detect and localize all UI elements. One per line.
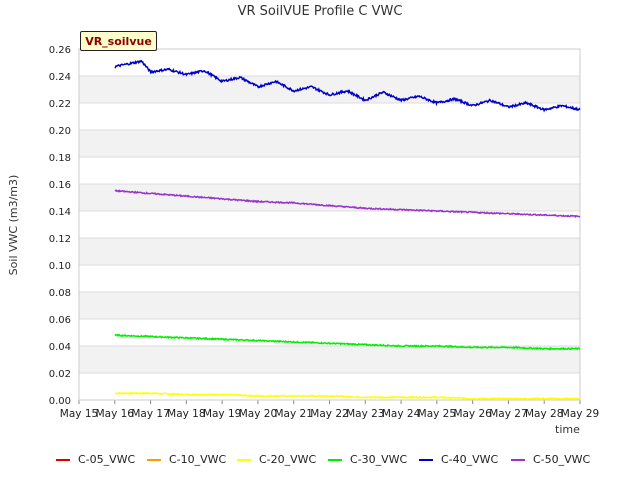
site-badge: VR_soilvue bbox=[80, 31, 157, 51]
legend-item-c-05-vwc: C-05_VWC bbox=[56, 453, 135, 466]
legend-swatch bbox=[147, 459, 161, 461]
x-tick-label: May 22 bbox=[310, 408, 348, 420]
y-axis-label: Soil VWC (m3/m3) bbox=[7, 175, 20, 276]
legend-label: C-40_VWC bbox=[441, 453, 499, 466]
plot-band bbox=[79, 76, 580, 103]
series-line-c-50-vwc bbox=[114, 189, 581, 219]
x-tick-label: May 24 bbox=[382, 408, 421, 420]
y-tick-label: 0.06 bbox=[49, 315, 71, 326]
legend-item-c-50-vwc: C-50_VWC bbox=[511, 453, 590, 466]
y-tick-label: 0.08 bbox=[49, 288, 71, 299]
plot-band bbox=[79, 184, 580, 211]
x-tick-label: May 28 bbox=[525, 408, 563, 420]
y-tick-label: 0.26 bbox=[49, 45, 71, 56]
x-tick-label: May 26 bbox=[453, 408, 492, 420]
x-tick-label: May 23 bbox=[346, 408, 384, 420]
x-tick-label: May 29 bbox=[561, 408, 599, 420]
plot-band bbox=[79, 346, 580, 373]
y-tick-label: 0.12 bbox=[49, 234, 71, 245]
y-tick-label: 0.18 bbox=[49, 153, 71, 164]
y-tick-label: 0.00 bbox=[49, 396, 71, 407]
x-tick-label: May 15 bbox=[60, 408, 98, 420]
plot-band bbox=[79, 238, 580, 265]
x-tick-label: May 19 bbox=[203, 408, 241, 420]
series-line-c-20-vwc bbox=[114, 391, 581, 401]
series-line-c-40-vwc bbox=[114, 59, 581, 113]
x-axis-label: time bbox=[555, 423, 580, 436]
x-tick-label: May 18 bbox=[167, 408, 205, 420]
legend-item-c-40-vwc: C-40_VWC bbox=[419, 453, 498, 466]
x-tick-label: May 16 bbox=[96, 408, 135, 420]
x-tick-label: May 17 bbox=[131, 408, 169, 420]
legend-item-c-30-vwc: C-30_VWC bbox=[328, 453, 407, 466]
y-tick-label: 0.22 bbox=[49, 99, 71, 110]
site-badge-label: VR_soilvue bbox=[85, 35, 152, 48]
legend-swatch bbox=[237, 459, 251, 461]
legend-swatch bbox=[328, 459, 342, 461]
chart-title: VR SoilVUE Profile C VWC bbox=[237, 4, 403, 19]
legend-label: C-05_VWC bbox=[78, 453, 136, 466]
x-tick-label: May 21 bbox=[275, 408, 313, 420]
legend-swatch bbox=[419, 459, 433, 461]
legend-item-c-10-vwc: C-10_VWC bbox=[147, 453, 226, 466]
legend-swatch bbox=[56, 459, 70, 461]
legend-item-c-20-vwc: C-20_VWC bbox=[237, 453, 316, 466]
x-tick-label: May 20 bbox=[239, 408, 277, 420]
plot-frame bbox=[78, 48, 581, 401]
legend-label: C-50_VWC bbox=[533, 453, 591, 466]
plot-band bbox=[79, 130, 580, 157]
legend-label: C-20_VWC bbox=[259, 453, 317, 466]
legend-label: C-10_VWC bbox=[169, 453, 227, 466]
y-tick-label: 0.24 bbox=[49, 72, 71, 83]
legend: C-05_VWC C-10_VWC C-20_VWC C-30_VWC C-40_VWC… bbox=[0, 453, 640, 469]
y-tick-label: 0.02 bbox=[49, 369, 71, 380]
y-tick-label: 0.04 bbox=[49, 342, 71, 353]
x-tick-label: May 25 bbox=[418, 408, 456, 420]
legend-swatch bbox=[511, 459, 525, 461]
y-tick-label: 0.16 bbox=[49, 180, 71, 191]
y-tick-label: 0.14 bbox=[49, 207, 71, 218]
x-tick-label: May 27 bbox=[489, 408, 527, 420]
plot-band bbox=[79, 292, 580, 319]
y-tick-label: 0.10 bbox=[49, 261, 71, 272]
series-line-c-30-vwc bbox=[114, 333, 581, 351]
y-tick-label: 0.20 bbox=[49, 126, 71, 137]
legend-label: C-30_VWC bbox=[350, 453, 408, 466]
